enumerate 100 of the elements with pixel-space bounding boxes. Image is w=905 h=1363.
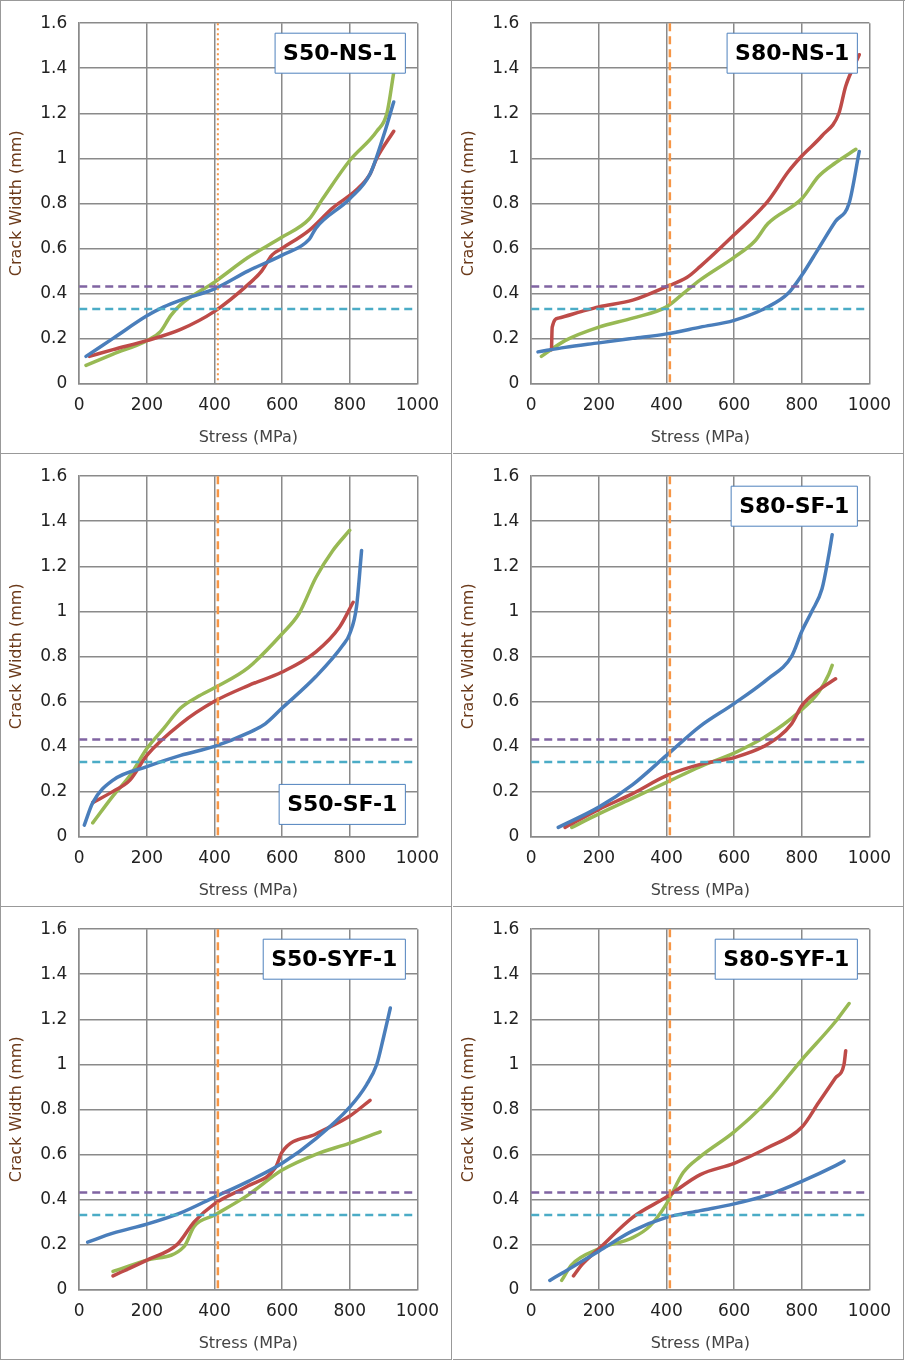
y-tick-label: 1.2 (40, 1007, 68, 1028)
y-tick-label: 0.6 (492, 689, 520, 710)
y-tick-label: 1.2 (492, 554, 520, 575)
y-tick-label: 0.4 (492, 734, 520, 755)
y-tick-label: 0.8 (492, 191, 520, 212)
y-tick-label: 0.6 (492, 1142, 520, 1163)
y-tick-label: 0.8 (492, 644, 520, 665)
y-axis-title: Crack Width (mm) (5, 130, 25, 277)
x-tick-label: 200 (582, 394, 616, 415)
y-tick-label: 1 (508, 1052, 520, 1073)
x-tick-label: 0 (525, 847, 537, 868)
line-series (556, 532, 834, 830)
y-axis-title: Crack Width (mm) (5, 1036, 25, 1183)
y-tick-label: 0.4 (40, 281, 68, 302)
y-axis-title: Crack Width (mm) (457, 130, 477, 277)
y-tick-label: 1.2 (40, 101, 68, 122)
x-tick-label: 1000 (395, 394, 439, 415)
y-tick-label: 0.4 (492, 1187, 520, 1208)
y-tick-label: 0.8 (40, 191, 68, 212)
x-tick-label: 1000 (847, 394, 891, 415)
x-tick-label: 0 (73, 1300, 85, 1321)
x-tick-label: 1000 (847, 847, 891, 868)
y-tick-label: 0.8 (40, 644, 68, 665)
x-tick-label: 1000 (395, 1300, 439, 1321)
x-tick-label: 1000 (395, 847, 439, 868)
text: S50-SYF-1 (271, 945, 398, 971)
y-tick-label: 0.2 (40, 779, 68, 800)
y-tick-label: 1.2 (40, 554, 68, 575)
line-series (571, 1049, 848, 1278)
y-tick-label: 0.6 (40, 1142, 68, 1163)
x-tick-label: 600 (717, 847, 751, 868)
y-tick-label: 0.8 (492, 1097, 520, 1118)
y-tick-label: 0.8 (40, 1097, 68, 1118)
y-tick-label: 1 (508, 599, 520, 620)
y-tick-label: 0.2 (40, 1232, 68, 1253)
x-tick-label: 800 (785, 394, 818, 415)
y-tick-label: 1 (56, 599, 68, 620)
x-tick-label: 600 (265, 394, 299, 415)
y-tick-label: 0.2 (492, 1232, 520, 1253)
y-tick-label: 1 (508, 146, 520, 167)
y-tick-label: 0 (508, 1277, 520, 1298)
x-tick-label: 600 (717, 394, 751, 415)
y-tick-label: 1.4 (492, 56, 520, 77)
x-tick-label: 200 (582, 1300, 616, 1321)
y-tick-label: 1.6 (40, 917, 68, 938)
x-tick-label: 0 (73, 847, 85, 868)
x-tick-label: 400 (650, 394, 683, 415)
text: S50-NS-1 (283, 39, 398, 65)
x-tick-label: 400 (198, 394, 231, 415)
y-tick-label: 1.6 (492, 464, 520, 485)
y-tick-label: 0 (56, 1277, 68, 1298)
x-tick-label: 400 (650, 1300, 683, 1321)
x-axis-title: Stress (MPa) (650, 426, 750, 446)
y-tick-label: 0 (508, 371, 520, 392)
x-tick-label: 800 (333, 847, 366, 868)
text: S50-SF-1 (287, 791, 398, 817)
y-axis-title: Crack Widht (mm) (457, 583, 477, 730)
x-tick-label: 800 (785, 1300, 818, 1321)
y-tick-label: 1.4 (40, 962, 68, 983)
x-tick-label: 800 (785, 847, 818, 868)
y-tick-label: 1.6 (40, 464, 68, 485)
x-tick-label: 400 (198, 1300, 231, 1321)
y-tick-label: 0.4 (492, 281, 520, 302)
y-tick-label: 0.6 (40, 689, 68, 710)
y-tick-label: 0.2 (492, 779, 520, 800)
x-tick-label: 0 (525, 1300, 537, 1321)
x-axis-title: Stress (MPa) (198, 426, 298, 446)
line-series (548, 1159, 846, 1283)
text: S80-SF-1 (739, 492, 850, 518)
x-tick-label: 400 (198, 847, 231, 868)
text: S80-SYF-1 (723, 945, 850, 971)
y-tick-label: 0.4 (40, 1187, 68, 1208)
y-tick-label: 1.4 (492, 509, 520, 530)
y-axis-title: Crack Width (mm) (457, 1036, 477, 1183)
x-tick-label: 0 (73, 394, 85, 415)
y-tick-label: 0 (56, 371, 68, 392)
x-tick-label: 200 (130, 847, 164, 868)
x-tick-label: 600 (265, 1300, 299, 1321)
y-tick-label: 1.4 (492, 962, 520, 983)
y-tick-label: 0.2 (40, 326, 68, 347)
y-axis-title: Crack Width (mm) (5, 583, 25, 730)
x-tick-label: 400 (650, 847, 683, 868)
x-axis-title: Stress (MPa) (198, 879, 298, 899)
x-tick-label: 200 (130, 1300, 164, 1321)
x-tick-label: 800 (333, 1300, 366, 1321)
x-axis-title: Stress (MPa) (650, 1332, 750, 1352)
x-axis-title: Stress (MPa) (198, 1332, 298, 1352)
text: S80-NS-1 (735, 39, 850, 65)
x-tick-label: 0 (525, 394, 537, 415)
y-tick-label: 1.6 (492, 917, 520, 938)
y-tick-label: 1.6 (40, 11, 68, 32)
x-tick-label: 600 (265, 847, 299, 868)
y-tick-label: 1.4 (40, 509, 68, 530)
x-axis-title: Stress (MPa) (650, 879, 750, 899)
line-series (85, 1006, 393, 1244)
line-series (111, 1098, 372, 1278)
y-tick-label: 1.2 (492, 1007, 520, 1028)
y-tick-label: 1.6 (492, 11, 520, 32)
x-tick-label: 200 (130, 394, 164, 415)
x-tick-label: 600 (717, 1300, 751, 1321)
